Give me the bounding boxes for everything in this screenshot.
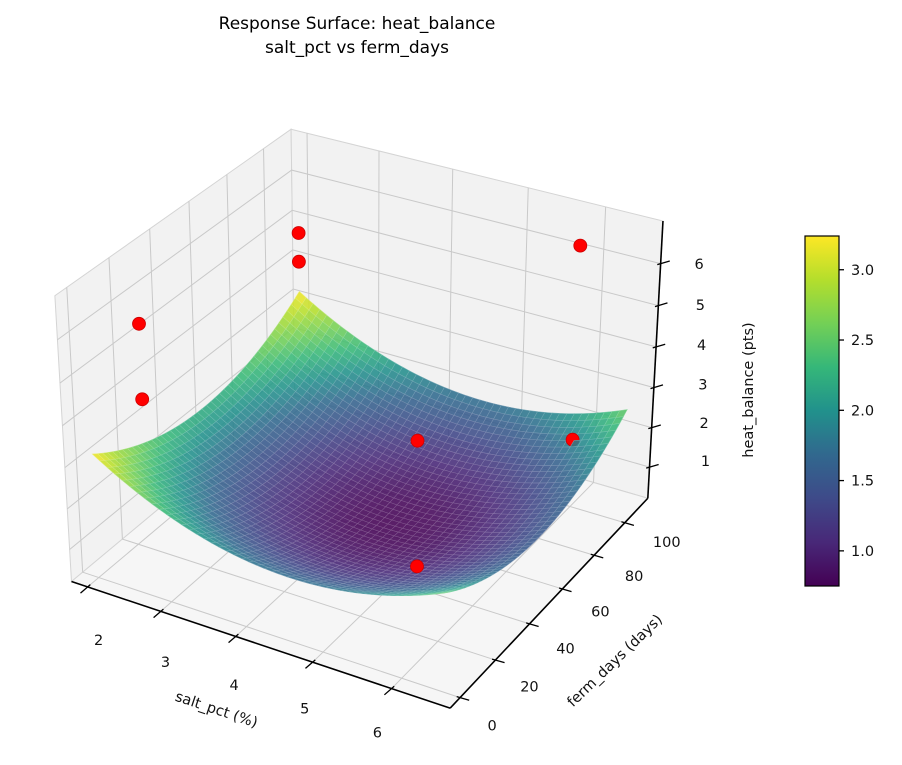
scatter-point <box>291 254 306 269</box>
z-tick-label: 4 <box>697 338 706 354</box>
scatter-point <box>291 226 306 240</box>
scatter-point <box>132 316 146 331</box>
z-tick-label: 6 <box>695 257 704 273</box>
colorbar-tick-label: 1.0 <box>851 544 874 560</box>
plot-title-line1: Response Surface: heat_balance <box>218 14 496 34</box>
x-tick-label: 2 <box>94 633 103 649</box>
y-tick-label: 80 <box>625 569 643 585</box>
z-tick-label: 2 <box>700 416 709 432</box>
scatter-point <box>573 238 588 253</box>
scatter-point <box>410 433 425 448</box>
plot-title: Response Surface: heat_balance salt_pct … <box>219 13 496 60</box>
y-tick-label: 0 <box>487 719 496 735</box>
x-axis-spine <box>71 580 451 709</box>
colorbar-tick-label: 2.5 <box>851 333 874 349</box>
y-tick-label: 40 <box>556 641 574 657</box>
colorbar-tick-label: 3.0 <box>851 263 874 279</box>
x-tick-label: 4 <box>230 678 239 694</box>
scatter-point <box>135 392 150 407</box>
x-axis-label: salt_pct (%) <box>173 689 260 731</box>
x-tick-label: 3 <box>161 655 170 671</box>
colorbar-tick-label: 1.5 <box>851 474 874 490</box>
y-axis-spine <box>449 497 649 709</box>
colorbar: 1.0 1.5 2.0 2.5 3.0 <box>804 235 874 587</box>
y-axis-label: ferm_days (days) <box>565 612 666 711</box>
z-axis-label: heat_balance (pts) <box>741 322 757 457</box>
colorbar-tick-label: 2.0 <box>851 403 874 419</box>
y-tick-label: 60 <box>591 605 609 621</box>
colorbar-gradient <box>804 235 840 587</box>
surface-mesh-and-scatter <box>91 226 628 597</box>
z-tick-label: 1 <box>701 454 710 470</box>
y-tick-label: 20 <box>520 679 538 695</box>
x-tick-label: 6 <box>373 725 382 741</box>
z-tick-label: 5 <box>696 298 705 314</box>
plot-title-line2: salt_pct vs ferm_days <box>264 37 450 58</box>
scatter-point <box>410 559 424 574</box>
z-axis-spine <box>647 220 664 499</box>
z-tick-label: 3 <box>698 377 707 393</box>
y-tick-label: 100 <box>653 535 681 551</box>
x-tick-label: 5 <box>300 701 309 717</box>
